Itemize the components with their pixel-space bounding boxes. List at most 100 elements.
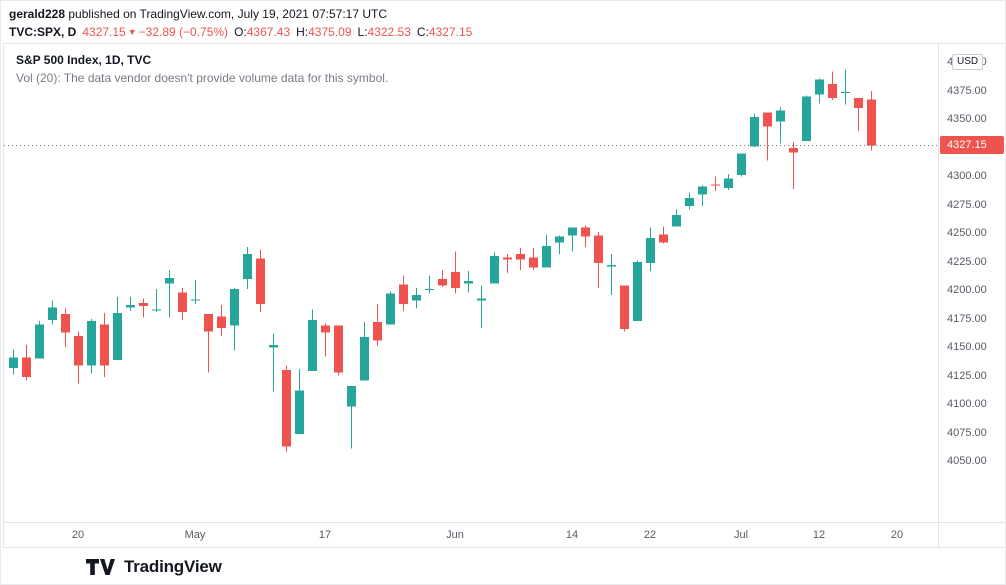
author-link[interactable]: gerald228: [9, 7, 66, 21]
candle-body: [724, 178, 733, 188]
chart-widget: S&P 500 Index, 1D, TVC Vol (20): The dat…: [3, 43, 1005, 548]
candle-body: [737, 153, 746, 176]
candle-body: [35, 324, 44, 359]
candle-body: [61, 314, 70, 333]
chart-pane[interactable]: S&P 500 Index, 1D, TVC Vol (20): The dat…: [4, 44, 938, 522]
candle-body: [529, 257, 538, 268]
candle-body: [854, 97, 863, 109]
candle-body: [542, 245, 551, 268]
price-tick-label: 4275.00: [947, 199, 987, 211]
candle-body: [490, 256, 499, 284]
candle-body: [165, 277, 174, 284]
candle-body: [841, 92, 850, 94]
footer: TradingView: [1, 548, 1005, 584]
candle-body: [516, 253, 525, 260]
price-tick-label: 4350.00: [947, 113, 987, 125]
tradingview-wordmark: TradingView: [124, 557, 222, 576]
tradingview-logo[interactable]: TradingView: [86, 557, 222, 577]
candle-body: [217, 316, 226, 328]
candle-body: [399, 284, 408, 304]
candle-body: [438, 278, 447, 286]
candle-body: [685, 198, 694, 206]
candle-body: [568, 227, 577, 236]
candle-body: [113, 313, 122, 360]
high-label: H:: [296, 25, 309, 39]
price-tick-label: 4375.00: [947, 85, 987, 97]
time-tick-label: 14: [565, 529, 579, 541]
low-label: L:: [357, 25, 368, 39]
attribution-text: published on TradingView.com, July 19, 2…: [65, 7, 388, 21]
candle-body: [74, 335, 83, 366]
candle-body: [386, 293, 395, 325]
candle-body: [477, 298, 486, 301]
attribution-line: gerald228 published on TradingView.com, …: [9, 7, 997, 22]
candle-body: [22, 357, 31, 377]
candle-body: [464, 281, 473, 284]
candle-body: [243, 253, 252, 279]
candle-body: [646, 237, 655, 263]
high-value: 4375.09: [308, 25, 352, 39]
tradingview-mark-icon: [86, 559, 115, 575]
time-tick-label: May: [184, 529, 206, 541]
time-tick-label: 22: [643, 529, 657, 541]
candle-body: [269, 345, 278, 348]
candle-body: [503, 257, 512, 260]
symbol-info-bar: TVC:SPX, D 4327.15 ▼ −32.89 (−0.75%) O: …: [9, 25, 997, 41]
candle-body: [191, 299, 200, 301]
candle-body: [230, 289, 239, 326]
candle-body: [802, 96, 811, 141]
candle-body: [178, 292, 187, 312]
candle-body: [347, 386, 356, 407]
candle-body: [425, 289, 434, 291]
attribution-bar: gerald228 published on TradingView.com, …: [1, 1, 1005, 43]
candle-body: [87, 321, 96, 366]
candle-body: [360, 337, 369, 381]
time-tick-label: 17: [318, 529, 332, 541]
time-tick-label: 20: [71, 529, 85, 541]
candle-body: [581, 227, 590, 237]
candle-body: [282, 370, 291, 447]
candle-body: [607, 265, 616, 267]
candle-body: [555, 236, 564, 243]
price-change: −32.89 (−0.75%): [138, 25, 229, 39]
time-tick-label: Jul: [733, 529, 749, 541]
price-axis[interactable]: USD 4327.15 4400.004375.004350.004325.00…: [938, 44, 1005, 547]
candle-body: [815, 79, 824, 95]
price-tick-label: 4100.00: [947, 398, 987, 410]
candle-body: [776, 110, 785, 122]
candle-body: [256, 258, 265, 304]
last-price-badge: 4327.15: [940, 136, 1004, 154]
candle-body: [152, 309, 161, 311]
candle-body: [659, 234, 668, 243]
candle-body: [126, 305, 135, 308]
candle-body: [412, 294, 421, 301]
symbol-name[interactable]: TVC:SPX, D: [9, 25, 77, 39]
candle-body: [139, 302, 148, 307]
price-tick-label: 4300.00: [947, 170, 987, 182]
time-tick-label: 12: [812, 529, 826, 541]
candle-body: [711, 184, 720, 186]
open-label: O:: [234, 25, 247, 39]
price-tick-label: 4175.00: [947, 313, 987, 325]
candlestick-chart: [4, 69, 938, 453]
currency-toggle[interactable]: USD: [952, 54, 984, 70]
candle-body: [698, 186, 707, 195]
candle-body: [9, 357, 18, 368]
candle-body: [321, 325, 330, 333]
candle-body: [334, 325, 343, 373]
candle-body: [594, 235, 603, 263]
time-axis[interactable]: 20 May 17 Jun 14 22 Jul 12 20: [4, 522, 938, 547]
candle-body: [620, 285, 629, 329]
open-value: 4367.43: [246, 25, 291, 39]
candle-body: [828, 84, 837, 98]
candle-body: [295, 390, 304, 434]
time-tick-label: Jun: [446, 529, 464, 541]
candle-body: [100, 324, 109, 366]
candle-body: [48, 307, 57, 320]
candle-body: [373, 322, 382, 341]
candle-body: [867, 99, 876, 146]
price-tick-label: 4075.00: [947, 427, 987, 439]
candle-body: [633, 261, 642, 321]
close-label: C:: [416, 25, 429, 39]
